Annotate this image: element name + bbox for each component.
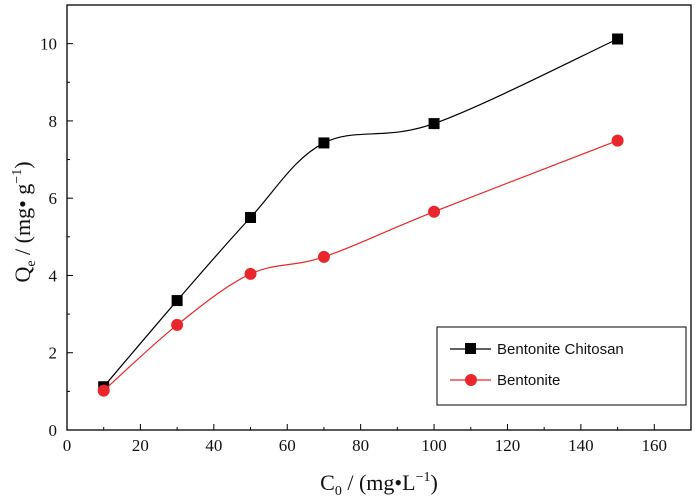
data-point-square bbox=[428, 118, 440, 130]
x-tick-label: 60 bbox=[279, 436, 296, 455]
x-tick-label: 20 bbox=[132, 436, 149, 455]
y-axis-title: Qe / (mg• g−1) bbox=[10, 161, 39, 282]
data-point-square bbox=[612, 33, 624, 45]
data-point-circle bbox=[317, 250, 330, 263]
x-axis-title: C0 / (mg•L−1) bbox=[320, 470, 438, 499]
x-tick-label: 0 bbox=[63, 436, 72, 455]
series-layer bbox=[97, 33, 624, 397]
legend-item-bentonite: Bentonite bbox=[450, 372, 560, 389]
plot-frame bbox=[66, 4, 692, 431]
data-point-square bbox=[245, 212, 257, 223]
x-tick-label: 140 bbox=[568, 436, 594, 455]
y-tick-label: 2 bbox=[49, 344, 58, 363]
y-tick-label: 6 bbox=[49, 189, 58, 208]
x-tick-label: 160 bbox=[642, 436, 668, 455]
legend: Bentonite Chitosan Bentonite bbox=[436, 326, 687, 406]
data-point-circle bbox=[611, 134, 624, 147]
legend-box bbox=[436, 326, 687, 406]
y-tick-label: 8 bbox=[49, 112, 58, 131]
data-point-circle bbox=[244, 267, 257, 280]
legend-circle-marker bbox=[465, 374, 477, 386]
legend-square-marker bbox=[465, 343, 476, 354]
y-tick-label: 4 bbox=[49, 266, 58, 285]
x-tick-label: 80 bbox=[352, 436, 369, 455]
x-tick-label: 120 bbox=[495, 436, 521, 455]
y-tick-label: 0 bbox=[49, 421, 58, 440]
legend-item-bentonite-chitosan: Bentonite Chitosan bbox=[450, 341, 624, 358]
x-tick-label: 40 bbox=[205, 436, 222, 455]
legend-label-bentonite: Bentonite bbox=[497, 372, 560, 389]
legend-label-bentonite-chitosan: Bentonite Chitosan bbox=[497, 341, 624, 358]
axis-ticks: 0 20 40 60 80 100 120 140 160 0 2 4 6 8 10 bbox=[40, 35, 667, 455]
data-point-square bbox=[318, 137, 330, 149]
x-tick-label: 100 bbox=[421, 436, 447, 455]
data-point-circle bbox=[97, 384, 110, 397]
data-point-circle bbox=[171, 318, 184, 331]
y-tick-label: 10 bbox=[40, 35, 57, 54]
data-point-circle bbox=[428, 205, 441, 218]
data-point-square bbox=[171, 295, 183, 307]
